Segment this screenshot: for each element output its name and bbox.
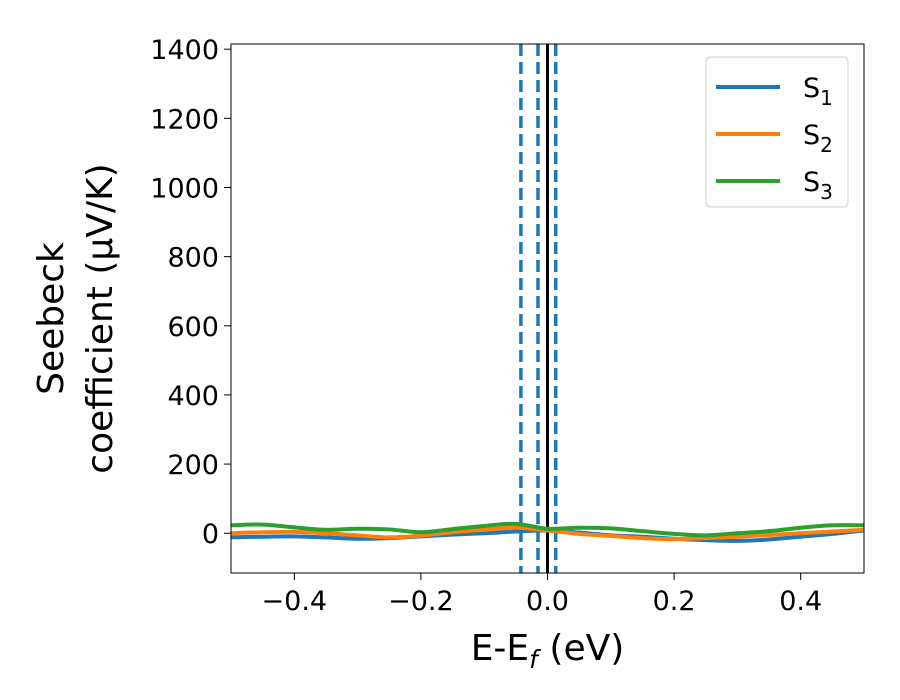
- x-tick-label: 0.4: [779, 586, 822, 617]
- x-tick-label: −0.4: [262, 586, 328, 617]
- y-tick-label: 1200: [150, 104, 219, 135]
- y-tick-label: 600: [167, 312, 219, 343]
- plot-frame: [230, 43, 865, 574]
- legend-label-s3: S3: [803, 167, 833, 204]
- x-tick-label: 0.2: [653, 586, 696, 617]
- y-tick-label: 1000: [150, 173, 219, 204]
- y-tick-label: 1400: [150, 35, 219, 66]
- y-axis-title: Seebeck coefficient (μV/K): [31, 163, 121, 473]
- y-tick-label: 800: [167, 243, 219, 274]
- legend-label-s1: S1: [803, 73, 833, 110]
- x-axis-title: E-Ef (eV): [471, 628, 625, 674]
- y-tick-label: 200: [167, 450, 219, 481]
- y-axis-ticks: 0 200 400 600 800 1000 1200 1400: [150, 35, 231, 550]
- legend-label-s2: S2: [803, 120, 833, 157]
- y-tick-label: 400: [167, 381, 219, 412]
- series-line-s3: [231, 521, 864, 538]
- legend: S1 S2 S3: [705, 56, 849, 208]
- plot-content: [231, 44, 864, 573]
- y-tick-label: 0: [202, 519, 219, 550]
- x-tick-label: −0.2: [388, 586, 454, 617]
- x-tick-label: 0.0: [526, 586, 569, 617]
- x-axis-ticks: −0.4 −0.2 0.0 0.2 0.4: [262, 573, 822, 617]
